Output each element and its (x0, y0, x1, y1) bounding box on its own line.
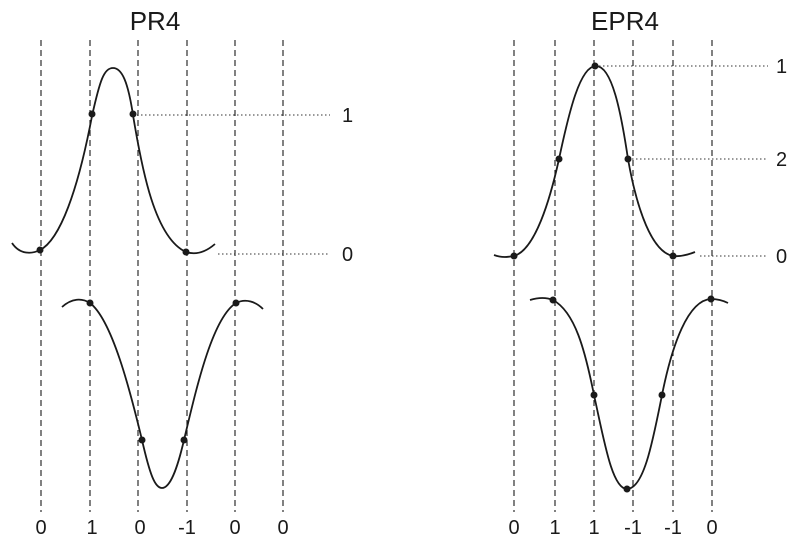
pr4-sample-point (232, 299, 240, 307)
pr4-bottom-label: 0 (35, 517, 46, 539)
pr4-negative-pulse (61, 298, 264, 489)
pr4-bottom-label: 0 (229, 517, 240, 539)
epr4-sample-point (510, 252, 518, 260)
epr4-level-label: 2 (776, 149, 787, 171)
epr4-negative-pulse (529, 297, 729, 490)
epr4-sample-point (669, 252, 677, 260)
pr4-title: PR4 (130, 6, 181, 36)
epr4-bottom-label: 0 (508, 517, 519, 539)
pr4-sample-point (129, 110, 137, 118)
epr4-level-label: 1 (776, 56, 787, 78)
epr4-sample-point (658, 391, 666, 399)
epr4-sample-point (624, 155, 632, 163)
pr4-sample-point (86, 299, 94, 307)
pr4-sample-point (180, 436, 188, 444)
pr4-sample-point (138, 436, 146, 444)
epr4-level-label: 0 (776, 246, 787, 268)
epr4-bottom-label: 1 (588, 517, 599, 539)
pr4-panel: PR4 1 0 0 1 0 -1 0 0 (11, 6, 353, 539)
epr4-sample-point (707, 295, 715, 303)
pr4-level-label: 0 (342, 244, 353, 266)
epr4-panel: EPR4 1 2 0 0 1 1 -1 -1 0 (493, 6, 787, 539)
epr4-sample-point (623, 485, 631, 493)
pr4-bottom-label: -1 (178, 517, 196, 539)
pr4-sample-point (36, 246, 44, 254)
epr4-sample-point (590, 391, 598, 399)
epr4-bottom-label: -1 (664, 517, 682, 539)
epr4-bottom-label: -1 (624, 517, 642, 539)
epr4-sample-point (591, 62, 599, 70)
pr4-bottom-label: 0 (277, 517, 288, 539)
pr4-level-label: 1 (342, 105, 353, 127)
epr4-bottom-label: 1 (549, 517, 560, 539)
pr4-bottom-label: 1 (86, 517, 97, 539)
epr4-bottom-label: 0 (706, 517, 717, 539)
epr4-title: EPR4 (591, 6, 659, 36)
pr4-sample-point (88, 110, 96, 118)
pr4-positive-pulse (11, 67, 216, 255)
pr4-sample-point (182, 248, 190, 256)
epr4-sample-point (549, 296, 557, 304)
epr4-sample-point (555, 155, 563, 163)
pr4-bottom-label: 0 (134, 517, 145, 539)
